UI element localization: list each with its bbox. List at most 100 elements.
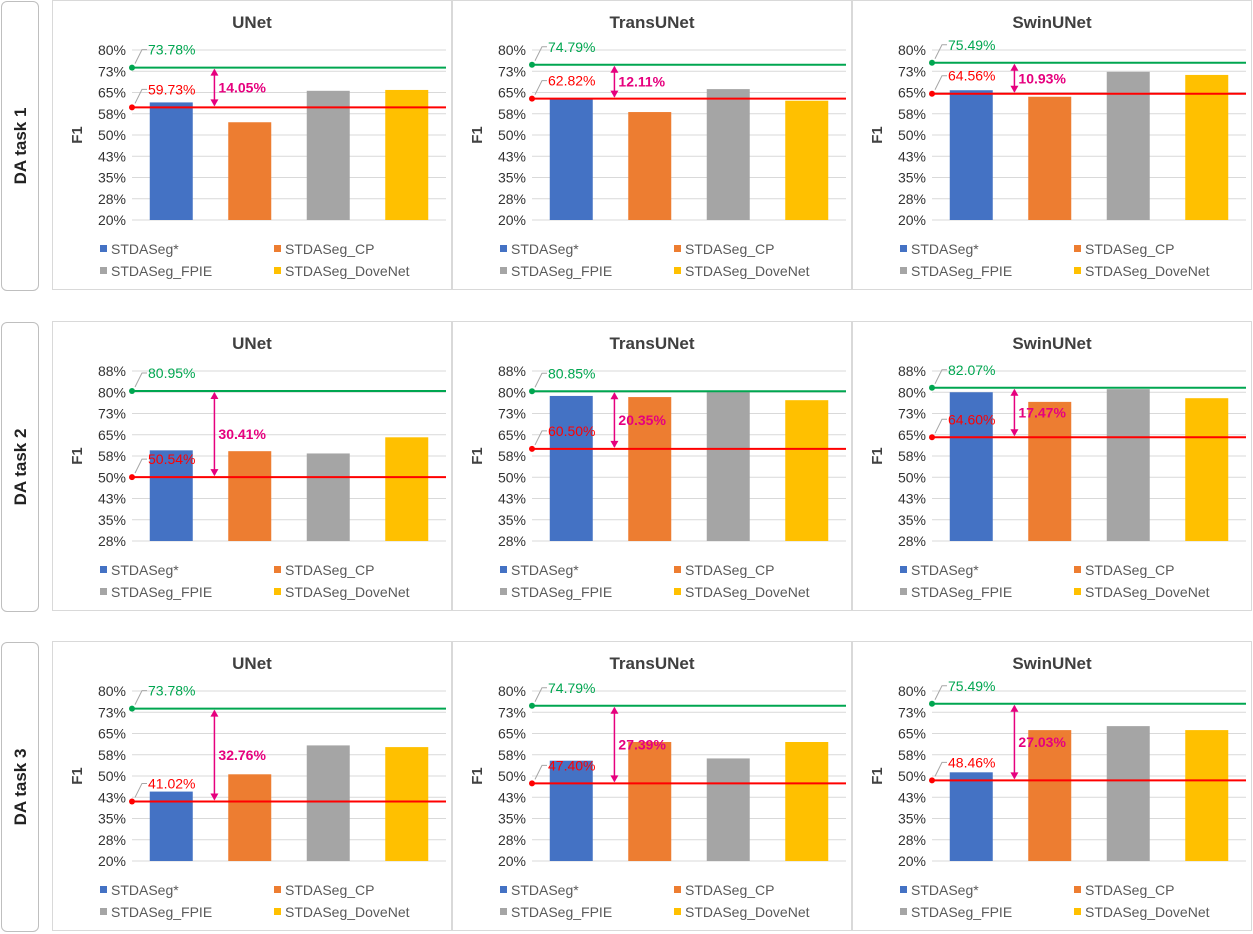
chart-1-1-ylabel: F1 (69, 126, 86, 144)
chart-3-2-gap-label: 27.39% (618, 737, 666, 753)
chart-1-1-upper-leader (134, 49, 147, 64)
chart-2-3-gap-arrowhead-top (1010, 388, 1019, 396)
chart-1-3-tick-label: 80% (898, 42, 926, 58)
chart-1-2-upper-label: 74.79% (548, 39, 595, 55)
chart-2-2-legend-label-4: STDASeg_DoveNet (685, 584, 810, 600)
chart-1-2-title: TransUNet (609, 13, 694, 32)
chart-2-1-tick-label: 80% (98, 384, 126, 400)
chart-3-3-legend-label-1: STDASeg* (911, 882, 979, 898)
chart-2-2-tick-label: 73% (498, 406, 526, 422)
chart-1-2-tick-label: 65% (498, 85, 526, 101)
chart-3-3-lower-marker (929, 777, 935, 784)
chart-3-2-tick-label: 65% (498, 726, 526, 742)
chart-1-3-legend-swatch-3 (900, 267, 907, 274)
chart-1-1-legend-label-1: STDASeg* (111, 241, 179, 257)
chart-3-1-lower-marker (129, 798, 135, 805)
chart-2-2-tick-label: 80% (498, 384, 526, 400)
chart-3-1-gap-label: 32.76% (218, 747, 266, 763)
chart-3-2-gap-arrowhead-bottom (610, 775, 619, 783)
chart-1-2-tick-label: 80% (498, 42, 526, 58)
chart-1-3-upper-label: 75.49% (948, 37, 995, 53)
chart-1-2-legend-label-4: STDASeg_DoveNet (685, 263, 810, 279)
chart-2-2-gap-arrowhead-top (610, 392, 619, 400)
chart-3-2-upper-leader (534, 687, 547, 702)
chart-3-3-lower-label: 48.46% (948, 754, 995, 770)
chart-2-3-bar-4 (1185, 398, 1229, 541)
chart-1-2-tick-label: 73% (498, 63, 526, 79)
chart-3-3-legend-label-3: STDASeg_FPIE (911, 904, 1012, 920)
row-label-box-2: DA task 2 (1, 322, 39, 612)
chart-2-2-legend-label-1: STDASeg* (511, 562, 579, 578)
chart-3-3-tick-label: 50% (898, 768, 926, 784)
chart-2-2-tick-label: 28% (498, 533, 526, 549)
chart-2-1-legend-swatch-1 (100, 566, 107, 573)
chart-3-3-tick-label: 73% (898, 704, 926, 720)
chart-1-1-legend-swatch-4 (274, 267, 281, 274)
chart-2-2-legend-swatch-1 (500, 566, 507, 573)
chart-1-1-bar-3 (306, 90, 350, 220)
chart-2-3-legend-label-2: STDASeg_CP (1085, 562, 1174, 578)
chart-2-2-legend-swatch-3 (500, 588, 507, 595)
chart-1-3-tick-label: 73% (898, 63, 926, 79)
chart-3-3-legend-swatch-3 (900, 908, 907, 915)
chart-3-3-upper-marker (929, 700, 935, 707)
chart-2-1-legend-swatch-4 (274, 588, 281, 595)
chart-3-2-lower-marker (529, 780, 535, 787)
chart-1-1-legend-label-4: STDASeg_DoveNet (285, 263, 410, 279)
chart-2-3-bar-1 (949, 392, 993, 541)
chart-2-1-lower-leader (134, 458, 147, 474)
chart-1-3-legend-label-1: STDASeg* (911, 241, 979, 257)
chart-1-3-legend-swatch-1 (900, 245, 907, 252)
chart-3-2-lower-label: 47.40% (548, 757, 595, 773)
chart-1-1-legend-label-2: STDASeg_CP (285, 241, 374, 257)
chart-2-3-lower-leader (934, 418, 947, 434)
chart-1-1-legend-label-3: STDASeg_FPIE (111, 263, 212, 279)
chart-3-2-upper-marker (529, 702, 535, 709)
chart-3-1-upper-marker (129, 705, 135, 712)
chart-1-3-upper-leader (934, 44, 947, 60)
chart-1-1-lower-marker (129, 104, 135, 111)
chart-1-3-gap-arrowhead-bottom (1010, 85, 1019, 93)
chart-3-1-gap-arrowhead-top (210, 709, 219, 717)
chart-3-2-title: TransUNet (609, 654, 694, 673)
chart-1-2-tick-label: 58% (498, 106, 526, 122)
chart-2-1-bar-1 (149, 450, 193, 541)
chart-3-2-legend-label-1: STDASeg* (511, 882, 579, 898)
chart-2-3-tick-label: 73% (898, 406, 926, 422)
chart-2-1-ylabel: F1 (69, 447, 86, 465)
chart-1-2-bar-2 (628, 112, 672, 220)
chart-1-3-tick-label: 43% (898, 148, 926, 164)
chart-1-1-gap-arrowhead-bottom (210, 99, 219, 107)
chart-2-1-lower-label: 50.54% (148, 451, 195, 467)
chart-3-1-bar-4 (385, 747, 429, 861)
chart-2-1-legend-label-1: STDASeg* (111, 562, 179, 578)
chart-3-1-upper-leader (134, 690, 147, 705)
chart-3-1-legend-swatch-4 (274, 908, 281, 915)
chart-1-3-legend-swatch-4 (1074, 267, 1081, 274)
chart-1-1-tick-label: 80% (98, 42, 126, 58)
chart-2-3-ylabel: F1 (869, 447, 886, 465)
chart-1-1-tick-label: 65% (98, 85, 126, 101)
chart-3-3-legend-swatch-2 (1074, 886, 1081, 893)
chart-2-3-bar-2 (1028, 401, 1072, 541)
chart-3-3-legend-label-2: STDASeg_CP (1085, 882, 1174, 898)
chart-2-2-tick-label: 50% (498, 469, 526, 485)
chart-1-2-lower-marker (529, 95, 535, 102)
chart-1-2-bar-3 (706, 89, 750, 220)
chart-1-3-tick-label: 50% (898, 127, 926, 143)
chart-1-3-tick-label: 35% (898, 170, 926, 186)
chart-2-3-tick-label: 43% (898, 491, 926, 507)
chart-1-1-bar-4 (385, 89, 429, 220)
chart-3-3-title: SwinUNet (1012, 654, 1092, 673)
chart-1-2-legend-label-2: STDASeg_CP (685, 241, 774, 257)
chart-3-3-tick-label: 80% (898, 683, 926, 699)
chart-2-1-tick-label: 35% (98, 512, 126, 528)
chart-1-2-lower-label: 62.82% (548, 73, 595, 89)
chart-1-2-legend-swatch-2 (674, 245, 681, 252)
chart-1-3-title: SwinUNet (1012, 13, 1092, 32)
chart-3-3-bar-1 (949, 772, 993, 861)
chart-2-2-tick-label: 88% (498, 363, 526, 379)
chart-2-3-tick-label: 28% (898, 533, 926, 549)
chart-3-3-tick-label: 28% (898, 832, 926, 848)
